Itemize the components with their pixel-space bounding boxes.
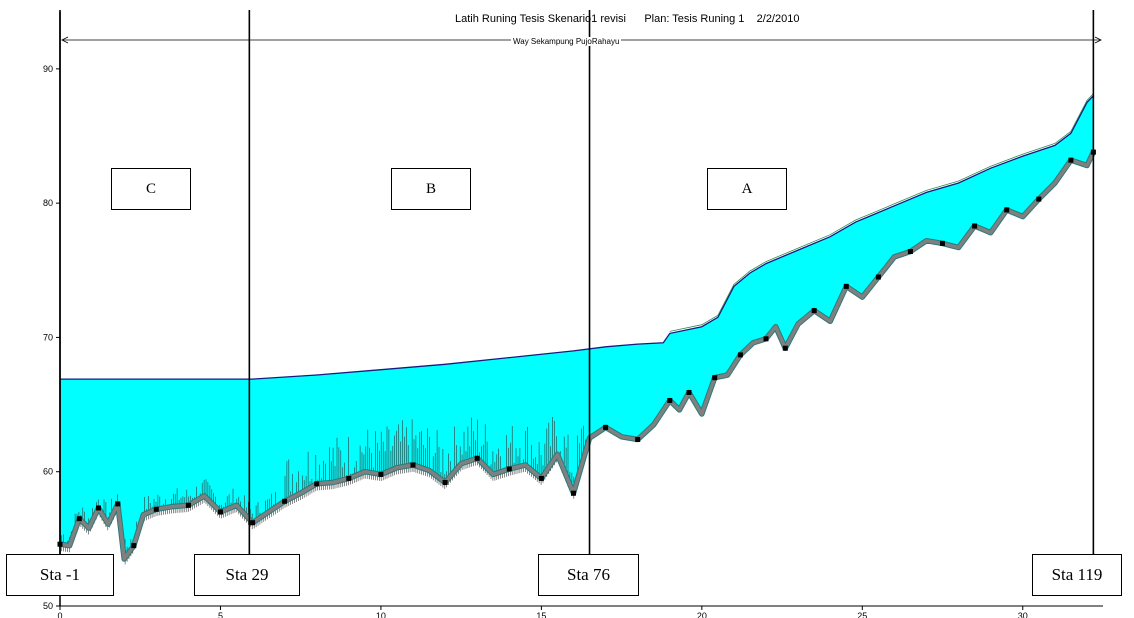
x-tick-label: 5	[218, 611, 223, 618]
water-area	[60, 95, 1094, 559]
chart-title: Latih Runing Tesis Skenario1 revisi Plan…	[455, 13, 800, 25]
x-tick-label: 0	[57, 611, 62, 618]
bed-marker	[667, 398, 673, 403]
x-tick-label: 10	[376, 611, 386, 618]
bed-marker	[314, 481, 320, 487]
station-label-sta-76: Sta 76	[538, 554, 639, 596]
water-surface-line	[60, 95, 1094, 380]
station-label-sta-119: Sta 119	[1032, 554, 1122, 596]
zone-label-c: C	[111, 168, 191, 210]
bed-marker	[603, 424, 609, 430]
y-tick-label: 60	[43, 467, 53, 477]
reach-arrow-right-head	[1094, 36, 1102, 44]
bed-marker	[875, 274, 881, 280]
bed-marker	[782, 345, 788, 351]
x-tick-label: 30	[1018, 611, 1028, 618]
bed-marker	[96, 505, 101, 511]
bed-marker	[1068, 157, 1074, 163]
bed-marker	[410, 462, 416, 468]
bed-marker	[218, 509, 223, 515]
energy-grade-line	[669, 93, 1094, 332]
x-tick-label: 20	[697, 611, 707, 618]
water-fill-layer	[60, 93, 1094, 559]
bed-marker	[474, 455, 480, 461]
bed-marker	[763, 336, 769, 342]
bed-marker	[442, 480, 448, 485]
bed-marker	[686, 390, 692, 395]
y-tick-label: 50	[43, 601, 53, 611]
bed-marker	[940, 240, 945, 246]
bed-marker	[131, 543, 137, 549]
reach-arrow-left-head	[61, 36, 69, 44]
y-tick-label: 70	[43, 332, 53, 342]
bed-marker	[811, 308, 817, 314]
bed-marker	[1036, 196, 1042, 202]
bed-marker	[972, 223, 978, 229]
channel-bed-layer	[57, 149, 1096, 565]
bed-marker	[346, 475, 352, 481]
bed-marker	[737, 352, 743, 358]
bed-marker	[378, 471, 384, 477]
bed-marker	[506, 466, 512, 472]
x-tick-label: 15	[536, 611, 546, 618]
bed-marker	[250, 520, 256, 526]
station-label-sta-minus1: Sta -1	[6, 554, 114, 596]
station-label-sta-29: Sta 29	[194, 554, 300, 596]
zone-label-a: A	[707, 168, 787, 210]
y-tick-label: 80	[43, 198, 53, 208]
bed-marker	[635, 437, 641, 442]
bed-marker	[907, 249, 913, 254]
station-divider-lines	[59, 10, 1095, 560]
bed-marker	[843, 283, 849, 289]
reach-label: Way Sekampung PujoRahayu	[511, 37, 622, 46]
bed-marker	[538, 475, 544, 481]
bed-marker	[115, 501, 121, 507]
bed-marker	[1004, 207, 1010, 213]
bed-marker	[185, 502, 191, 508]
bed-marker	[571, 490, 576, 496]
x-tick-label: 25	[857, 611, 867, 618]
zone-label-b: B	[391, 168, 471, 210]
bed-marker	[712, 375, 718, 381]
bed-marker	[153, 506, 159, 512]
axes: 50 60 70 80 90 0 5 10 15 20 25 30	[43, 12, 1103, 618]
bed-marker	[282, 498, 288, 504]
bed-marker	[76, 516, 82, 522]
y-tick-label: 90	[43, 64, 53, 74]
